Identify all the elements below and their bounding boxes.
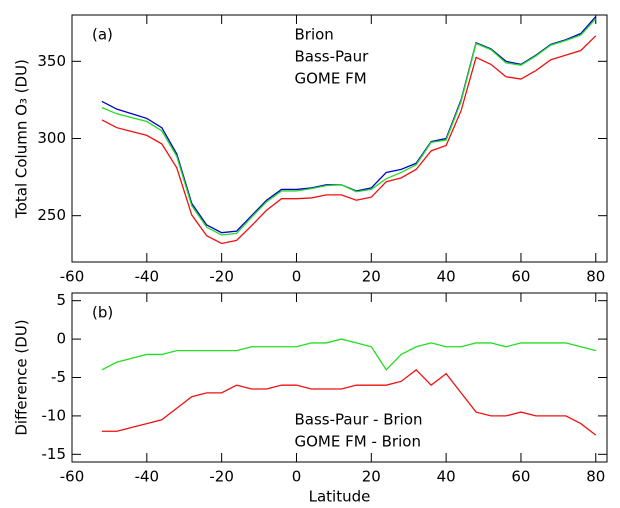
y-axis-title: Difference (DU)	[13, 319, 31, 435]
series-line	[101, 35, 597, 245]
x-tick-label: 40	[437, 468, 456, 486]
x-tick-label: 80	[586, 468, 605, 486]
x-tick-label: 60	[511, 468, 530, 486]
x-tick-label: 80	[586, 268, 605, 286]
x-tick-label: 0	[292, 268, 302, 286]
y-tick-label: -10	[42, 406, 67, 424]
y-tick-label: 250	[37, 206, 66, 224]
x-tick-label: 60	[511, 268, 530, 286]
y-tick-label: 300	[37, 129, 66, 147]
x-tick-label: 20	[362, 468, 381, 486]
series-line	[101, 338, 596, 371]
x-tick-label: 20	[362, 268, 381, 286]
x-tick-label: -20	[209, 468, 234, 486]
y-tick-label: 5	[56, 291, 66, 309]
x-tick-label: -60	[60, 468, 85, 486]
y-tick-label: 0	[56, 330, 66, 348]
legend-entry: GOME FM	[295, 70, 367, 88]
legend-entry: Brion	[295, 26, 334, 44]
x-tick-label: -60	[60, 268, 85, 286]
y-tick-label: -15	[42, 445, 67, 463]
panel-label: (b)	[92, 304, 113, 322]
legend-entry: Bass-Paur - Brion	[295, 411, 423, 429]
y-axis-title: Total Column O₃ (DU)	[13, 59, 31, 219]
y-tick-label: -5	[51, 368, 66, 386]
y-tick-label: 350	[37, 52, 66, 70]
series-line	[101, 18, 597, 236]
x-tick-label: -40	[135, 268, 160, 286]
x-tick-label: -20	[209, 268, 234, 286]
series-line	[101, 368, 597, 436]
x-axis-title: Latitude	[309, 488, 371, 506]
legend-entry: GOME FM - Brion	[295, 433, 421, 451]
x-tick-label: 0	[292, 468, 302, 486]
x-tick-label: -40	[135, 468, 160, 486]
legend-entry: Bass-Paur	[295, 48, 370, 66]
x-tick-label: 40	[437, 268, 456, 286]
panel-label: (a)	[92, 26, 113, 44]
